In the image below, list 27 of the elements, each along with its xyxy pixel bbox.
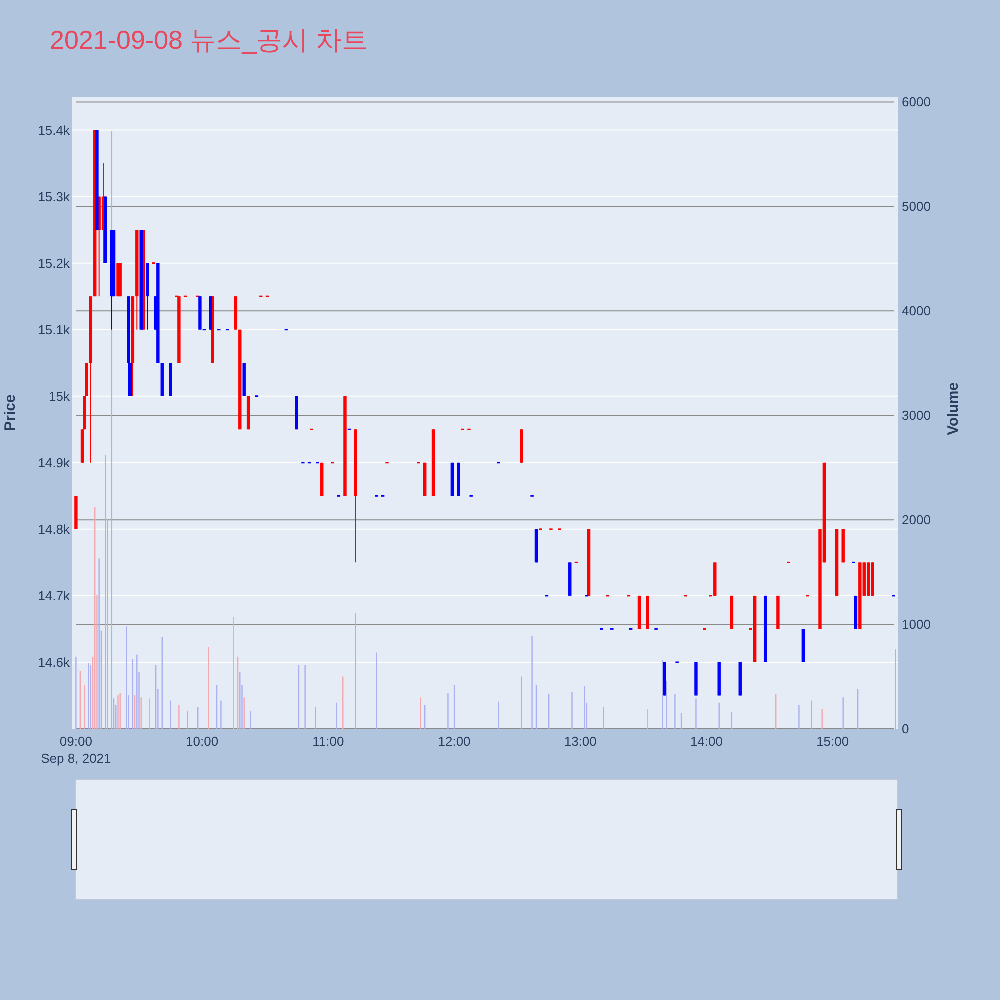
y2-axis-title: Volume — [945, 382, 962, 436]
title: 2021-09-08 뉴스_공시 차트 — [50, 25, 368, 55]
y-tick-label: 15.2k — [38, 256, 70, 271]
y-axis-title: Price — [2, 394, 19, 432]
y-tick-label: 14.8k — [38, 522, 70, 537]
y2-tick-label: 0 — [902, 722, 910, 736]
y-tick-label: 14.6k — [38, 654, 70, 670]
x-tick-label: 10:00 — [186, 734, 219, 749]
y-tick-label: 15.3k — [38, 189, 70, 204]
y-tick-label: 14.9k — [38, 455, 70, 470]
y2-tick-label: 4000 — [902, 304, 931, 319]
y-tick-label: 15k — [49, 388, 70, 404]
x-tick-label: 11:00 — [312, 734, 344, 749]
x-tick-label: 12:00 — [438, 734, 471, 749]
x-tick-label: 09:00 — [60, 734, 92, 749]
y2-tick-label: 6000 — [902, 94, 931, 110]
x-tick-label: 14:00 — [690, 734, 724, 749]
y-tick-label: 14.7k — [38, 588, 70, 604]
y2-tick-label: 2000 — [902, 512, 931, 528]
x-tick-label: 13:00 — [564, 734, 597, 749]
y2-tick-label: 1000 — [902, 617, 931, 632]
y-tick-label: 15.1k — [38, 322, 70, 338]
y-tick-label: 15.4k — [38, 122, 70, 138]
y2-tick-label: 3000 — [902, 408, 931, 424]
y2-tick-label: 5000 — [902, 199, 931, 214]
text: Sep 8, 2021 — [41, 751, 112, 766]
x-tick-label: 15:00 — [816, 734, 850, 749]
